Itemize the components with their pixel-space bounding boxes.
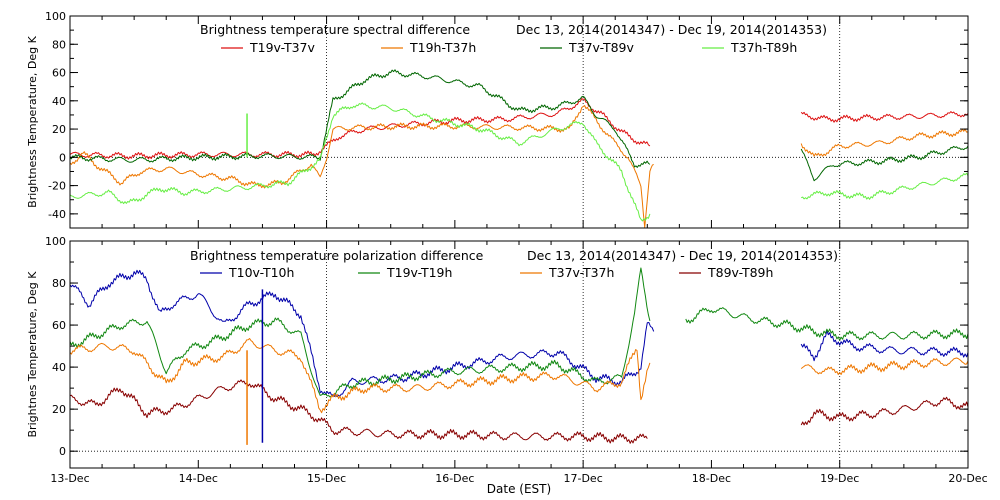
legend-label-t19v-t19h: T19v-T19h bbox=[386, 265, 452, 280]
y-tick-label: 40 bbox=[52, 95, 66, 108]
chart-date-range: Dec 13, 2014(2014347) - Dec 19, 2014(201… bbox=[516, 22, 827, 37]
series-line-t89v-t89h-seg0 bbox=[69, 379, 648, 444]
legend-label-t37h-t89h: T37h-T89h bbox=[730, 40, 797, 55]
series-line-t19v-t19h-seg1 bbox=[685, 307, 969, 341]
y-axis-label: Brightnes Temperature, Deg K bbox=[26, 271, 39, 438]
series-line-t37v-t37h-seg0 bbox=[69, 338, 651, 414]
x-tick-label: 16-Dec bbox=[435, 472, 474, 485]
x-tick-label: 17-Dec bbox=[564, 472, 603, 485]
polarization-difference-chart: 0 20 40 60 80 100 13-Dec 14-Dec 15-Dec 16-Dec 17-D… bbox=[26, 235, 988, 485]
series-line-t37h-t89h-seg0 bbox=[69, 102, 651, 222]
x-tick-label: 20-Dec bbox=[948, 472, 987, 485]
x-tick-label: 15-Dec bbox=[307, 472, 346, 485]
legend-label-t37v-t89v: T37v-T89v bbox=[568, 40, 635, 55]
y-tick-label: 0 bbox=[59, 445, 66, 458]
y-tick-label: -20 bbox=[48, 180, 66, 193]
series-line-t37h-t89h-seg1 bbox=[801, 172, 969, 200]
series-line-t89v-t89h-seg1 bbox=[800, 396, 969, 426]
plot-frame bbox=[69, 240, 969, 469]
x-tick-label: 14-Dec bbox=[179, 472, 218, 485]
series-line-t37v-t89v-seg1 bbox=[800, 145, 969, 182]
spectral-difference-chart: -40 -20 0 20 40 60 80 100 Brightness Temperature… bbox=[26, 10, 969, 229]
y-tick-label: 100 bbox=[45, 10, 66, 23]
plot-frame bbox=[69, 15, 969, 229]
y-tick-label: 80 bbox=[52, 38, 66, 51]
y-tick-label: 20 bbox=[52, 123, 66, 136]
y-axis-label: Brightness Temperature, Deg K bbox=[26, 35, 39, 207]
legend-label-t19h-t37h: T19h-T37h bbox=[409, 40, 476, 55]
series-line-t19v-t37v-seg0 bbox=[69, 98, 651, 160]
chart-title: Brightness temperature spectral differen… bbox=[200, 22, 470, 37]
series-line-t19v-t19h-seg0 bbox=[69, 267, 651, 398]
y-tick-label: 60 bbox=[52, 67, 66, 80]
series-line-t19h-t37h-seg1 bbox=[800, 128, 969, 157]
x-tick-label: 13-Dec bbox=[50, 472, 89, 485]
y-tick-label: -40 bbox=[48, 208, 66, 221]
y-tick-label: 20 bbox=[52, 403, 66, 416]
y-tick-label: 40 bbox=[52, 361, 66, 374]
chart-title: Brightness temperature polarization diff… bbox=[190, 248, 484, 263]
series-line-t10v-t10h-seg0 bbox=[69, 269, 655, 398]
series-line-t19v-t37v-seg1 bbox=[800, 111, 969, 123]
series-line-t19h-t37h-seg0 bbox=[69, 105, 654, 228]
legend-label-t19v-t37v: T19v-T37v bbox=[249, 40, 316, 55]
y-tick-label: 60 bbox=[52, 319, 66, 332]
x-tick-label: 19-Dec bbox=[820, 472, 859, 485]
series-line-t37v-t89v-seg0 bbox=[69, 69, 651, 168]
series-line-t37v-t37h-seg1 bbox=[800, 357, 969, 375]
legend-label-t89v-t89h: T89v-T89h bbox=[707, 265, 773, 280]
legend-label-t10v-t10h: T10v-T10h bbox=[228, 265, 294, 280]
legend-label-t37v-t37h: T37v-T37h bbox=[548, 265, 614, 280]
x-axis-label: Date (EST) bbox=[487, 482, 551, 496]
series-line-t10v-t10h-seg1 bbox=[800, 330, 969, 362]
y-tick-label: 100 bbox=[45, 235, 66, 248]
chart-date-range: Dec 13, 2014(2014347) - Dec 19, 2014(201… bbox=[527, 248, 838, 263]
y-tick-label: 80 bbox=[52, 277, 66, 290]
x-tick-label: 18-Dec bbox=[692, 472, 731, 485]
y-tick-label: 0 bbox=[59, 151, 66, 164]
